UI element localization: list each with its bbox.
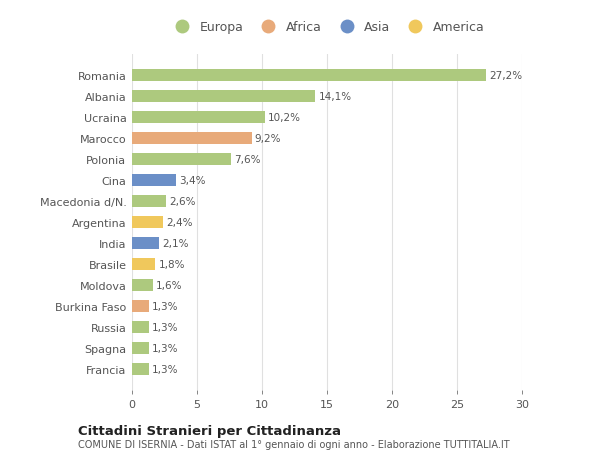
Bar: [132, 91, 316, 103]
Text: COMUNE DI ISERNIA - Dati ISTAT al 1° gennaio di ogni anno - Elaborazione TUTTITA: COMUNE DI ISERNIA - Dati ISTAT al 1° gen…: [78, 440, 509, 449]
Bar: [132, 217, 163, 229]
Bar: [132, 280, 153, 291]
Text: 7,6%: 7,6%: [234, 155, 260, 165]
Bar: [132, 301, 149, 312]
Text: 1,8%: 1,8%: [158, 259, 185, 269]
Bar: [132, 238, 160, 249]
Bar: [132, 322, 149, 333]
Bar: [132, 364, 149, 375]
Text: Cittadini Stranieri per Cittadinanza: Cittadini Stranieri per Cittadinanza: [78, 424, 341, 437]
Text: 1,3%: 1,3%: [152, 343, 179, 353]
Bar: [132, 70, 485, 82]
Text: 9,2%: 9,2%: [255, 134, 281, 144]
Bar: [132, 133, 251, 145]
Bar: [132, 112, 265, 123]
Legend: Europa, Africa, Asia, America: Europa, Africa, Asia, America: [169, 21, 485, 34]
Text: 1,3%: 1,3%: [152, 302, 179, 311]
Text: 1,3%: 1,3%: [152, 322, 179, 332]
Text: 1,3%: 1,3%: [152, 364, 179, 374]
Text: 1,6%: 1,6%: [156, 280, 182, 291]
Bar: [132, 196, 166, 207]
Bar: [132, 154, 231, 166]
Text: 14,1%: 14,1%: [319, 92, 352, 102]
Text: 2,6%: 2,6%: [169, 197, 196, 207]
Text: 10,2%: 10,2%: [268, 113, 301, 123]
Text: 2,4%: 2,4%: [166, 218, 193, 228]
Text: 3,4%: 3,4%: [179, 176, 206, 186]
Bar: [132, 342, 149, 354]
Text: 27,2%: 27,2%: [489, 71, 522, 81]
Bar: [132, 175, 176, 186]
Text: 2,1%: 2,1%: [163, 239, 189, 248]
Bar: [132, 259, 155, 270]
